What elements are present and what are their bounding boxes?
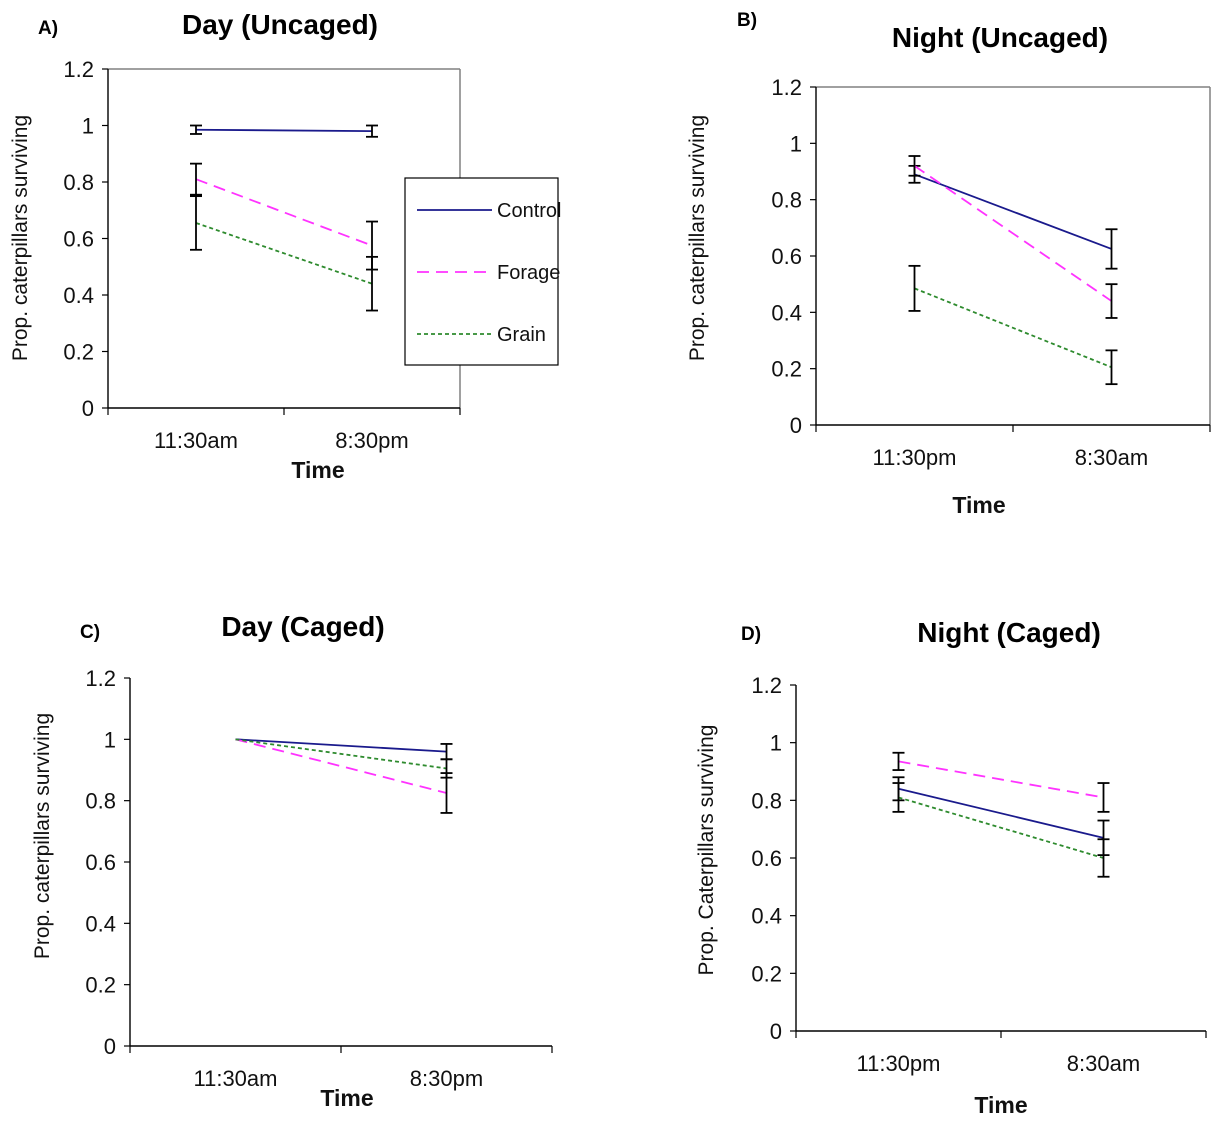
y-tick-label: 0.4 [63,283,94,308]
y-tick-label: 1 [104,727,116,752]
y-tick-label: 0 [770,1019,782,1044]
series-line-forage [898,760,1104,799]
y-tick-label: 0.4 [85,911,116,936]
series-line-grain [235,738,447,770]
series-line-control [898,787,1104,839]
x-axis-title: Time [291,457,344,483]
x-tick-label: 8:30pm [335,428,408,453]
y-tick-label: 1.2 [751,673,782,698]
legend: Control Forage Grain [404,177,561,366]
y-tick-label: 0 [104,1034,116,1059]
y-tick-label: 0.8 [751,788,782,813]
plot-area [810,86,1211,432]
x-tick-label: 8:30pm [410,1066,483,1091]
y-tick-label: 0 [790,413,802,438]
y-tick-label: 0.2 [85,973,116,998]
plot-area [790,684,1207,1038]
y-tick-label: 1 [82,114,94,139]
y-tick-label: 0.6 [63,227,94,252]
y-tick-label: 0.2 [751,961,782,986]
y-tick-label: 0.6 [771,244,802,269]
y-tick-label: 1 [790,131,802,156]
panel-letter: A) [38,18,58,39]
panel-letter: C) [80,622,100,643]
legend-label-forage: Forage [497,262,560,284]
y-tick-label: 0.4 [771,300,802,325]
x-tick-label: 8:30am [1067,1051,1140,1076]
plot-area [102,68,461,415]
legend-label-control: Control [497,200,561,222]
panel-letter: B) [737,10,757,31]
series-line-control [914,173,1112,250]
panel-d: D) Night (Caged) 0 0.2 0.4 0.6 0.8 1 1.2… [695,617,1207,1118]
x-axis-title: Time [974,1092,1027,1118]
panel-letter: D) [741,624,761,645]
x-tick-label: 11:30am [194,1066,278,1091]
y-tick-label: 0.8 [85,789,116,814]
panel-a: A) Day (Uncaged) 0 0.2 0.4 0.6 0.8 1 1.2… [9,9,561,483]
y-tick-label: 0.8 [63,170,94,195]
y-tick-label: 1.2 [63,57,94,82]
y-tick-labels: 0 0.2 0.4 0.6 0.8 1 1.2 [751,673,782,1044]
series-line-control [235,738,447,753]
series-line-forage [235,738,447,794]
x-tick-labels: 11:30am 8:30pm [154,428,409,453]
y-tick-labels: 0 0.2 0.4 0.6 0.8 1 1.2 [63,57,94,421]
plot-area [124,677,553,1053]
y-tick-label: 0.2 [63,340,94,365]
x-axis-title: Time [320,1085,373,1111]
y-tick-label: 0.6 [85,850,116,875]
y-tick-label: 1.2 [771,75,802,100]
legend-label-grain: Grain [497,324,546,346]
chart-title: Day (Uncaged) [182,9,378,40]
x-tick-label: 11:30pm [857,1051,941,1076]
y-tick-label: 1.2 [85,666,116,691]
series-line-forage [913,165,1113,302]
y-axis-title: Prop. caterpillars surviving [686,115,709,361]
y-axis-title: Prop. caterpillars surviving [31,713,54,959]
x-tick-label: 11:30am [154,428,238,453]
series-line-grain [898,796,1104,859]
y-tick-label: 0.4 [751,904,782,929]
y-tick-label: 0 [82,396,94,421]
y-tick-labels: 0 0.2 0.4 0.6 0.8 1 1.2 [771,75,802,438]
x-axis-title: Time [952,492,1005,518]
x-tick-label: 8:30am [1075,445,1148,470]
series-line-control [195,128,373,133]
y-tick-label: 0.8 [771,188,802,213]
panel-b: B) Night (Uncaged) 0 0.2 0.4 0.6 0.8 1 1… [686,10,1211,518]
panel-c: C) Day (Caged) 0 0.2 0.4 0.6 0.8 1 1.2 1… [31,611,553,1111]
series-line-grain [914,287,1112,369]
series-line-forage [195,178,373,247]
chart-title: Day (Caged) [221,611,384,642]
chart-title: Night (Uncaged) [892,22,1108,53]
y-axis-title: Prop. Caterpillars surviving [695,725,718,976]
x-tick-labels: 11:30pm 8:30am [873,445,1149,470]
y-tick-label: 0.6 [751,846,782,871]
chart-title: Night (Caged) [917,617,1101,648]
y-axis-title: Prop. caterpillars surviving [9,115,32,361]
x-tick-labels: 11:30pm 8:30am [857,1051,1141,1076]
y-tick-labels: 0 0.2 0.4 0.6 0.8 1 1.2 [85,666,116,1059]
x-tick-labels: 11:30am 8:30pm [194,1066,484,1091]
y-tick-label: 1 [770,731,782,756]
y-tick-label: 0.2 [771,357,802,382]
series-line-grain [195,222,373,285]
x-tick-label: 11:30pm [873,445,957,470]
